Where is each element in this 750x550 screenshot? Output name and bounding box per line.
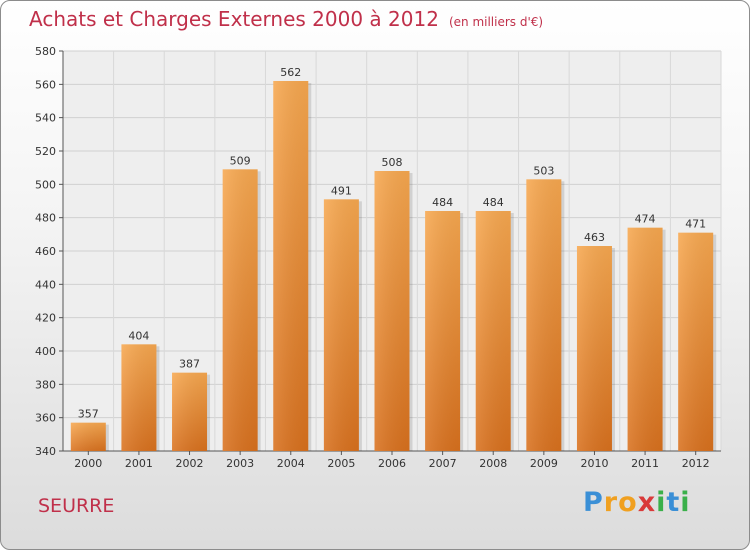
bar-highlight bbox=[678, 232, 714, 451]
brand-letter: i bbox=[656, 487, 667, 518]
bar-value-label: 387 bbox=[179, 358, 200, 371]
x-tick-label: 2005 bbox=[327, 457, 355, 470]
x-tick-label: 2012 bbox=[682, 457, 710, 470]
brand-letter: r bbox=[603, 487, 619, 518]
y-tick-label: 520 bbox=[35, 145, 56, 158]
brand-letter: P bbox=[583, 487, 604, 518]
y-tick-label: 420 bbox=[35, 312, 56, 325]
chart-title-text: Achats et Charges Externes 2000 à 2012 bbox=[29, 7, 439, 31]
bar-highlight bbox=[576, 246, 612, 451]
bar-value-label: 562 bbox=[280, 66, 301, 79]
bar-value-label: 404 bbox=[128, 329, 149, 342]
bar-highlight bbox=[222, 169, 258, 452]
bar-value-label: 509 bbox=[230, 154, 251, 167]
bar-value-label: 508 bbox=[382, 156, 403, 169]
bar-highlight bbox=[172, 372, 208, 451]
y-tick-label: 360 bbox=[35, 412, 56, 425]
y-tick-label: 440 bbox=[35, 278, 56, 291]
x-tick-label: 2009 bbox=[530, 457, 558, 470]
bar-highlight bbox=[627, 227, 663, 451]
x-tick-label: 2008 bbox=[479, 457, 507, 470]
bar-value-label: 491 bbox=[331, 184, 352, 197]
bar-value-label: 484 bbox=[483, 196, 504, 209]
bar-highlight bbox=[425, 211, 461, 451]
bar-value-label: 357 bbox=[78, 408, 99, 421]
y-tick-label: 460 bbox=[35, 245, 56, 258]
bar-highlight bbox=[526, 179, 562, 452]
bar-highlight bbox=[273, 81, 309, 451]
x-tick-label: 2001 bbox=[125, 457, 153, 470]
brand-letter: i bbox=[680, 487, 691, 518]
commune-name: SEURRE bbox=[38, 495, 115, 517]
bar-highlight bbox=[374, 171, 410, 451]
bars bbox=[70, 81, 717, 452]
axes: 340 360 380 400 420 440 460 480 500 520 540 560 580 2… bbox=[35, 45, 721, 470]
brand-letter: x bbox=[637, 487, 657, 518]
bar-value-label: 471 bbox=[685, 218, 706, 231]
y-tick-label: 380 bbox=[35, 378, 56, 391]
bar-highlight bbox=[70, 422, 106, 451]
brand-letter: t bbox=[666, 487, 681, 518]
y-tick-label: 480 bbox=[35, 212, 56, 225]
bar-value-label: 503 bbox=[533, 164, 554, 177]
y-tick-label: 340 bbox=[35, 445, 56, 458]
bar-highlight bbox=[121, 344, 157, 451]
value-labels: 357 404 387 509 562 491 508 484 484 503 463 474 471 bbox=[78, 66, 706, 421]
bar-value-label: 463 bbox=[584, 231, 605, 244]
x-tick-label: 2007 bbox=[429, 457, 457, 470]
bar-highlight bbox=[323, 199, 359, 451]
y-tick-label: 400 bbox=[35, 345, 56, 358]
chart-title: Achats et Charges Externes 2000 à 2012 (e… bbox=[29, 7, 543, 31]
chart-subtitle: (en milliers d'€) bbox=[448, 15, 544, 29]
x-tick-label: 2003 bbox=[226, 457, 254, 470]
x-tick-label: 2011 bbox=[631, 457, 659, 470]
x-tick-label: 2002 bbox=[176, 457, 204, 470]
bar-value-label: 474 bbox=[635, 213, 656, 226]
x-tick-label: 2004 bbox=[277, 457, 305, 470]
proxiti-logo[interactable]: Proxiti bbox=[583, 487, 691, 518]
bar-highlight bbox=[475, 211, 511, 451]
x-tick-label: 2010 bbox=[580, 457, 608, 470]
y-tick-label: 580 bbox=[35, 45, 56, 58]
y-tick-label: 500 bbox=[35, 178, 56, 191]
y-tick-label: 560 bbox=[35, 78, 56, 91]
y-tick-label: 540 bbox=[35, 112, 56, 125]
x-tick-label: 2006 bbox=[378, 457, 406, 470]
bar-value-label: 484 bbox=[432, 196, 453, 209]
x-tick-label: 2000 bbox=[74, 457, 102, 470]
brand-letter: o bbox=[618, 487, 638, 518]
